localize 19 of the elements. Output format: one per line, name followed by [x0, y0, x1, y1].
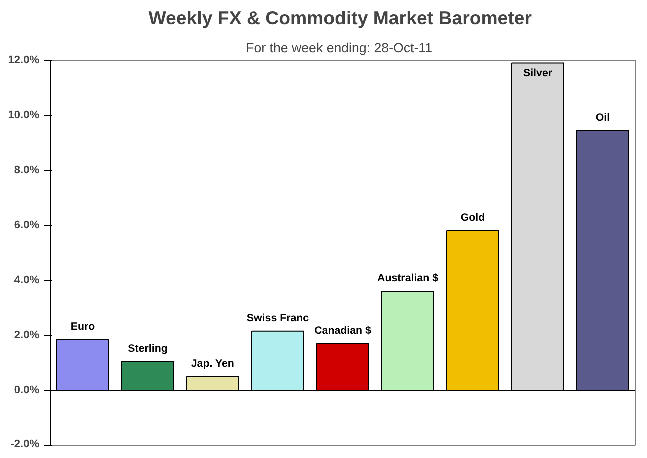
- y-tick-label: 8.0%: [14, 164, 40, 176]
- y-tick-label: 2.0%: [14, 330, 40, 342]
- x-tick-label: Swiss Franc: [246, 312, 310, 324]
- x-tick-label: Oil: [596, 112, 610, 124]
- x-tick-label: Gold: [460, 212, 486, 224]
- x-tick-label: Canadian $: [314, 324, 372, 337]
- x-tick-label: Australian $: [378, 272, 439, 285]
- y-tick-label: 0.0%: [14, 384, 40, 396]
- x-tick-label: Jap. Yen: [191, 358, 234, 370]
- y-tick-label: -2.0%: [10, 438, 40, 450]
- y-tick-label: 12.0%: [8, 54, 40, 66]
- x-tick-label: Euro: [70, 320, 96, 333]
- x-tick-label: Sterling: [128, 342, 168, 355]
- y-tick-label: 4.0%: [14, 274, 40, 286]
- chart-title: Weekly FX & Commodity Market Barometer: [148, 8, 532, 28]
- y-tick-label: 10.0%: [8, 110, 40, 122]
- chart-subtitle: For the week ending: 28-Oct-11: [246, 40, 433, 56]
- x-tick-label: Silver: [523, 67, 553, 80]
- y-tick-label: 6.0%: [14, 220, 40, 232]
